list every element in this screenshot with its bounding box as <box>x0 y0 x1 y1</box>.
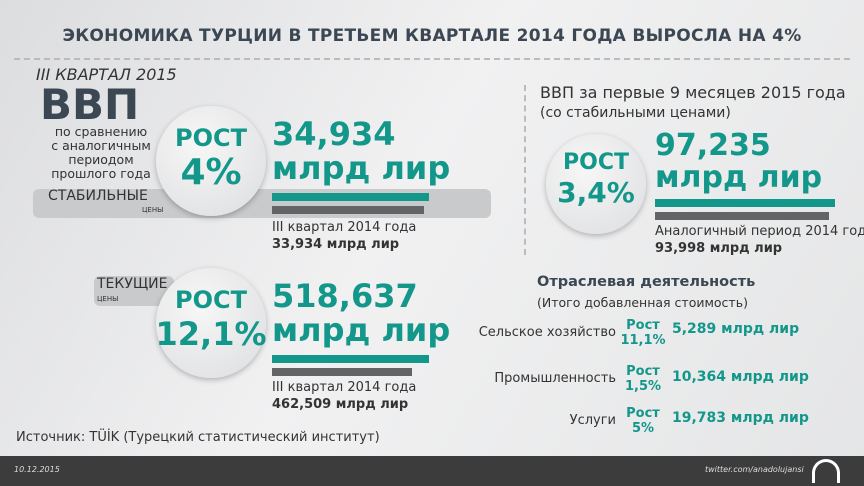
nine-month-title: ВВП за первые 9 месяцев 2015 года <box>540 83 846 102</box>
compare-line: по сравнению <box>54 124 148 139</box>
sector-name: Услуги <box>569 413 616 428</box>
page-title: ЭКОНОМИКА ТУРЦИИ В ТРЕТЬЕМ КВАРТАЛЕ 2014… <box>62 26 802 46</box>
compare-line: периодом <box>68 152 134 167</box>
sector-growth: Рост 11,1% <box>620 318 666 348</box>
sector-value: 10,364 млрд лир <box>672 369 809 385</box>
current-prev-label: III квартал 2014 года <box>272 380 417 395</box>
stable-bar-current <box>272 193 429 201</box>
growth-value: 12,1% <box>155 315 267 353</box>
nine-month-bar-previous <box>655 212 829 220</box>
sector-growth: Рост 1,5% <box>624 364 662 394</box>
current-sub: ЦЕНЫ <box>97 295 119 303</box>
growth-value: 4% <box>180 152 242 193</box>
current-value: 518,637 млрд лир <box>272 277 451 349</box>
stable-prev-label: III квартал 2014 года <box>272 220 417 235</box>
nine-month-prev-value: 93,998 млрд лир <box>655 241 783 256</box>
growth-label: РОСТ <box>175 286 247 314</box>
source-text: Источник: TÜİK (Турецкий статистический … <box>16 430 380 445</box>
footer-date: 10.12.2015 <box>14 465 60 474</box>
growth-label: РОСТ <box>175 124 247 152</box>
sector-subtitle: (Итого добавленная стоимость) <box>537 295 748 310</box>
compare-line: с аналогичным <box>51 138 151 153</box>
sector-name: Промышленность <box>494 371 616 386</box>
gdp-heading: ВВП <box>40 80 140 129</box>
current-label: ТЕКУЩИЕ <box>97 276 168 292</box>
divider-vertical <box>524 85 526 255</box>
stable-prev-value: 33,934 млрд лир <box>272 237 400 252</box>
period-label: III КВАРТАЛ 2015 <box>36 65 177 84</box>
stable-value: 34,934 млрд лир <box>272 115 451 187</box>
nine-month-subtitle: (со стабильными ценами) <box>540 105 731 121</box>
footer-twitter-link[interactable]: twitter.com/anadolujansi <box>705 465 804 474</box>
current-prev-value: 462,509 млрд лир <box>272 397 409 412</box>
nine-month-growth-circle: РОСТ 3,4% <box>546 134 646 234</box>
current-bar-current <box>272 355 429 363</box>
nine-month-bar-current <box>655 199 835 207</box>
stable-growth-circle: РОСТ 4% <box>156 106 266 216</box>
growth-value: 3,4% <box>557 176 635 209</box>
growth-label: РОСТ <box>563 150 629 175</box>
sector-name: Сельское хозяйство <box>478 325 616 340</box>
footer <box>0 456 864 486</box>
stable-label: СТАБИЛЬНЫЕ <box>48 188 148 204</box>
compare-text: по сравнению с аналогичным периодом прош… <box>36 125 166 181</box>
current-growth-circle: РОСТ 12,1% <box>155 268 267 378</box>
stable-bar-previous <box>272 206 424 214</box>
sector-growth: Рост 5% <box>626 406 660 436</box>
stable-sub: ЦЕНЫ <box>142 206 164 214</box>
sector-value: 19,783 млрд лир <box>672 410 809 426</box>
sector-value: 5,289 млрд лир <box>672 321 800 337</box>
compare-line: прошлого года <box>51 166 151 181</box>
nine-month-prev-label: Аналогичный период 2014 года <box>655 224 864 239</box>
aa-logo-icon <box>812 459 840 483</box>
nine-month-value: 97,235 млрд лир <box>655 128 823 195</box>
divider <box>14 58 850 60</box>
sector-title: Отраслевая деятельность <box>537 274 756 290</box>
current-bar-previous <box>272 368 412 376</box>
